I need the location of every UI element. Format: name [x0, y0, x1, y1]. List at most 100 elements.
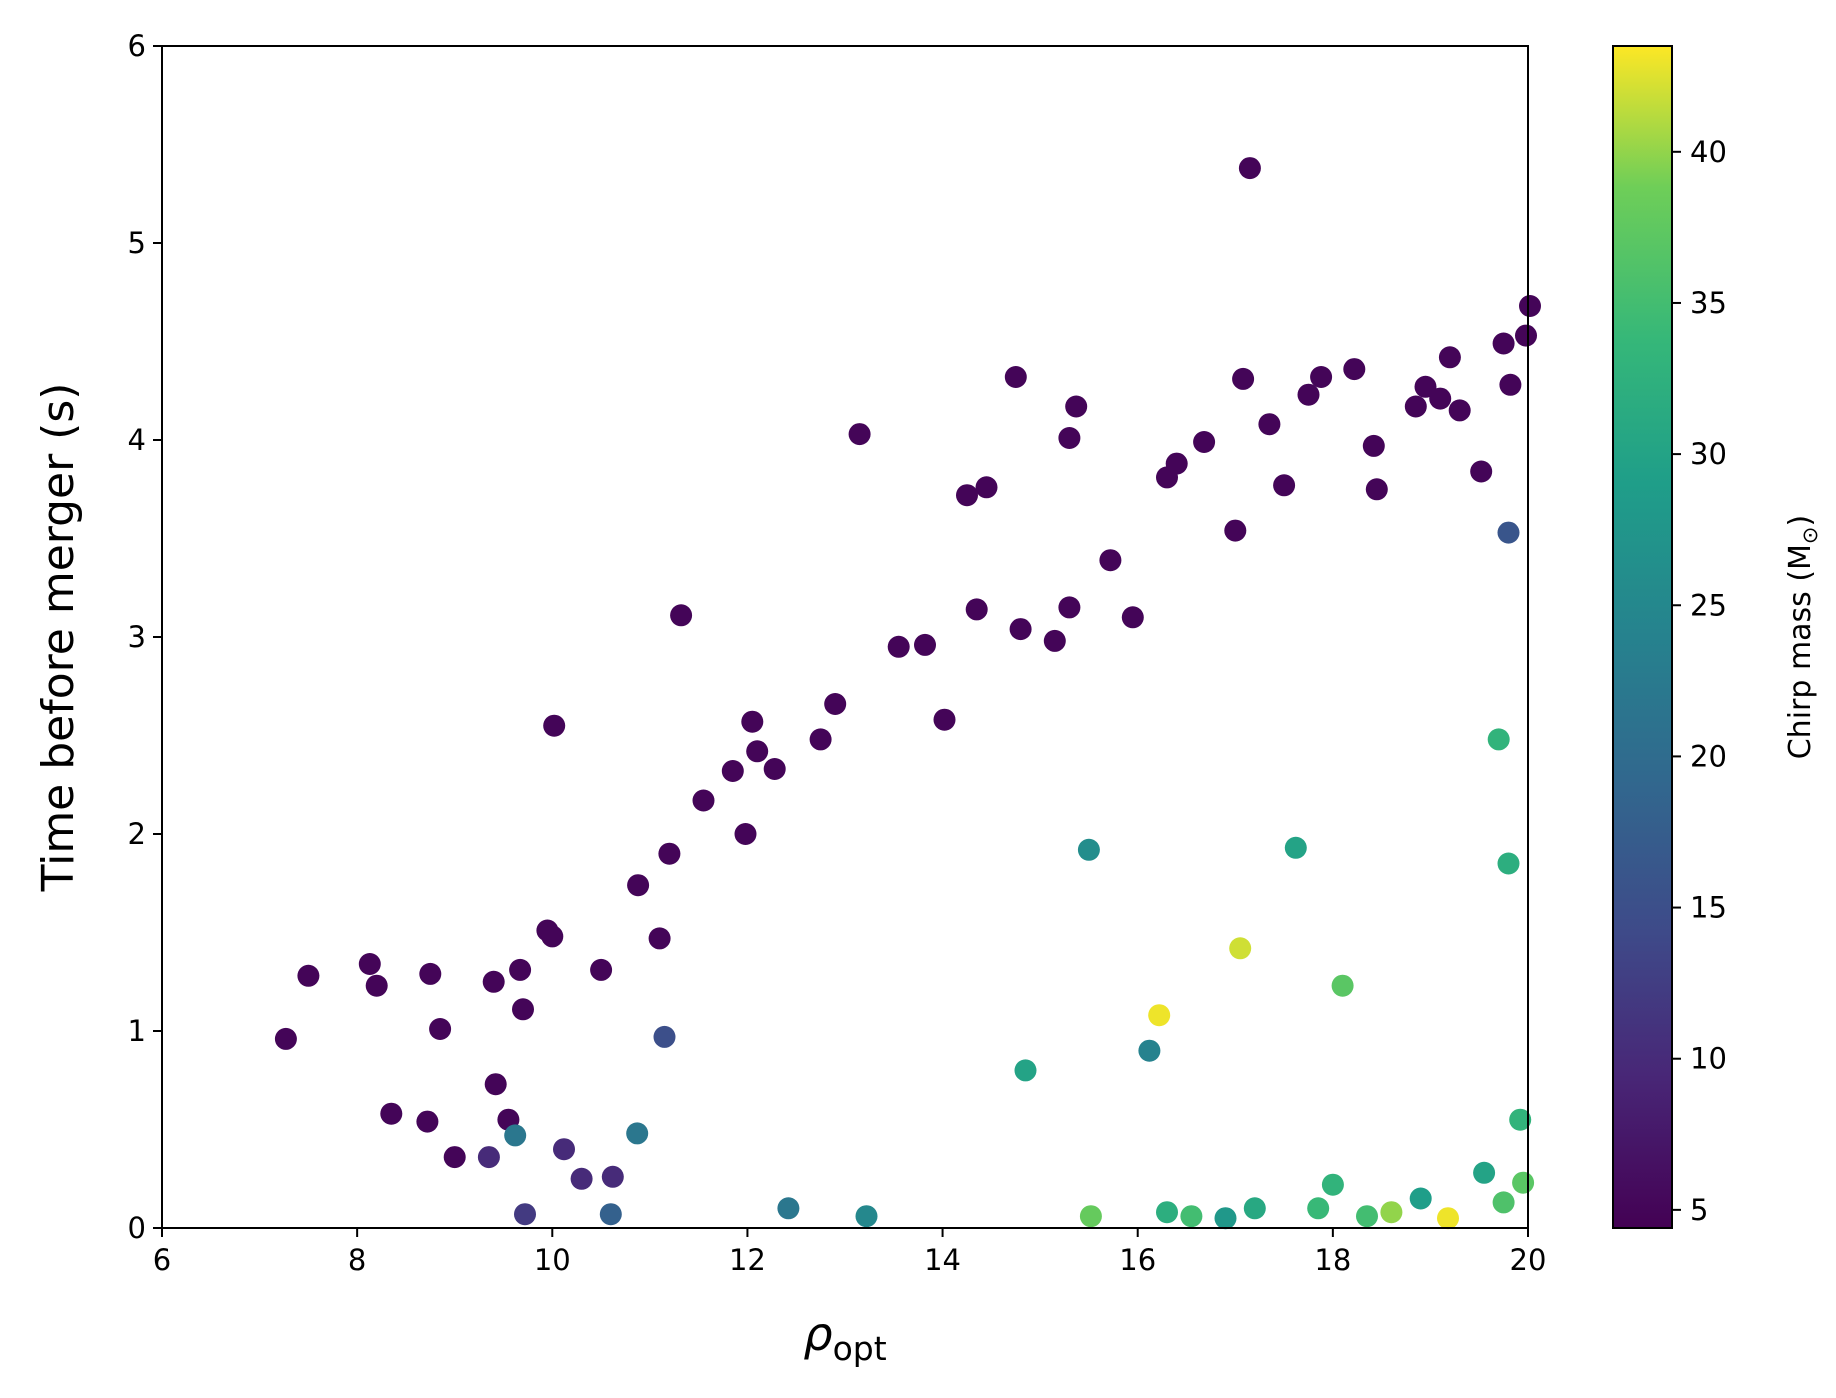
data-point — [1214, 1207, 1237, 1230]
data-point — [1512, 1171, 1535, 1194]
data-point — [601, 1165, 624, 1188]
y-tick-label: 5 — [128, 226, 146, 260]
data-point — [1307, 1197, 1330, 1220]
data-point — [477, 1146, 500, 1169]
y-tick-label: 6 — [128, 29, 146, 63]
data-point — [746, 740, 769, 763]
data-point — [1487, 728, 1510, 751]
data-point — [848, 423, 871, 446]
data-point — [365, 974, 388, 997]
data-points — [274, 157, 1541, 1230]
data-point — [358, 953, 381, 975]
data-point — [658, 842, 681, 865]
data-point — [419, 962, 442, 985]
colorbar-tick-label: 5 — [1690, 1193, 1708, 1227]
x-tick-label: 12 — [729, 1243, 766, 1277]
data-point — [933, 708, 956, 731]
data-point — [1409, 1187, 1432, 1210]
data-point — [1380, 1201, 1403, 1224]
data-point — [1321, 1173, 1344, 1196]
x-tick-label: 16 — [1119, 1243, 1156, 1277]
colorbar-tick-label: 15 — [1690, 891, 1727, 925]
data-point — [648, 927, 671, 950]
data-point — [670, 604, 693, 627]
data-point — [1229, 937, 1252, 960]
data-point — [721, 760, 744, 782]
x-tick-label: 8 — [348, 1243, 366, 1277]
data-point — [1258, 413, 1281, 436]
data-point — [380, 1102, 403, 1125]
data-point — [627, 874, 650, 897]
y-tick-label: 4 — [128, 423, 146, 457]
data-point — [1365, 478, 1388, 501]
data-point — [1099, 549, 1122, 572]
data-point — [914, 633, 936, 656]
data-point — [1065, 395, 1088, 418]
y-axis-title: Time before merger (s) — [33, 383, 84, 893]
data-point — [777, 1197, 800, 1220]
data-point — [543, 714, 566, 737]
x-tick-label: 18 — [1314, 1243, 1351, 1277]
colorbar-tick-label: 10 — [1690, 1042, 1727, 1076]
data-point — [887, 635, 910, 658]
data-point — [1079, 1205, 1102, 1228]
data-point — [590, 958, 613, 981]
data-point — [1138, 1039, 1161, 1062]
colorbar-label: Chirp mass (M⊙) — [1783, 515, 1822, 760]
x-axis-title-main: ρ — [803, 1307, 832, 1361]
data-point — [734, 823, 757, 845]
data-point — [1077, 838, 1100, 861]
data-point — [1284, 836, 1307, 859]
data-point — [741, 710, 764, 733]
data-point — [763, 758, 786, 780]
data-point — [1448, 399, 1471, 422]
data-point — [274, 1027, 297, 1050]
data-point — [1499, 373, 1522, 396]
data-point — [484, 1073, 507, 1096]
data-point — [553, 1138, 575, 1161]
data-point — [1497, 852, 1520, 875]
data-point — [541, 925, 564, 948]
data-point — [1058, 596, 1081, 619]
data-point — [1438, 346, 1461, 369]
data-point — [1004, 366, 1027, 388]
data-point — [514, 1203, 536, 1226]
x-tick-label: 6 — [153, 1243, 171, 1277]
data-point — [965, 598, 988, 621]
data-point — [956, 484, 978, 507]
y-tick-label: 0 — [128, 1211, 146, 1245]
data-point — [429, 1018, 452, 1040]
data-point — [1156, 1201, 1178, 1224]
data-point — [1193, 431, 1216, 453]
data-point — [1224, 519, 1247, 542]
data-point — [1243, 1197, 1266, 1220]
data-point — [1310, 366, 1333, 388]
data-point — [855, 1205, 878, 1228]
y-tick-label: 1 — [128, 1014, 146, 1048]
x-axis-title-subscript: opt — [833, 1329, 887, 1368]
data-point — [692, 789, 715, 812]
data-point — [1273, 474, 1296, 497]
y-axis-label: Time before merger (s) — [33, 383, 84, 893]
data-point — [1180, 1205, 1203, 1228]
data-point — [1331, 974, 1354, 997]
data-point — [1362, 434, 1385, 457]
data-point — [1492, 1191, 1515, 1214]
x-axis-title: ρopt — [803, 1307, 886, 1368]
data-point — [975, 476, 998, 499]
data-point — [1470, 460, 1493, 483]
colorbar-tick-label: 30 — [1690, 437, 1727, 471]
data-point — [1043, 629, 1066, 652]
x-tick-label: 10 — [534, 1243, 571, 1277]
data-point — [1165, 452, 1188, 475]
data-point — [1058, 427, 1081, 449]
data-point — [509, 958, 532, 981]
y-tick-label: 2 — [128, 817, 146, 851]
data-point — [570, 1167, 593, 1190]
data-point — [1497, 521, 1520, 544]
x-tick-label: 14 — [924, 1243, 961, 1277]
data-point — [653, 1025, 676, 1048]
